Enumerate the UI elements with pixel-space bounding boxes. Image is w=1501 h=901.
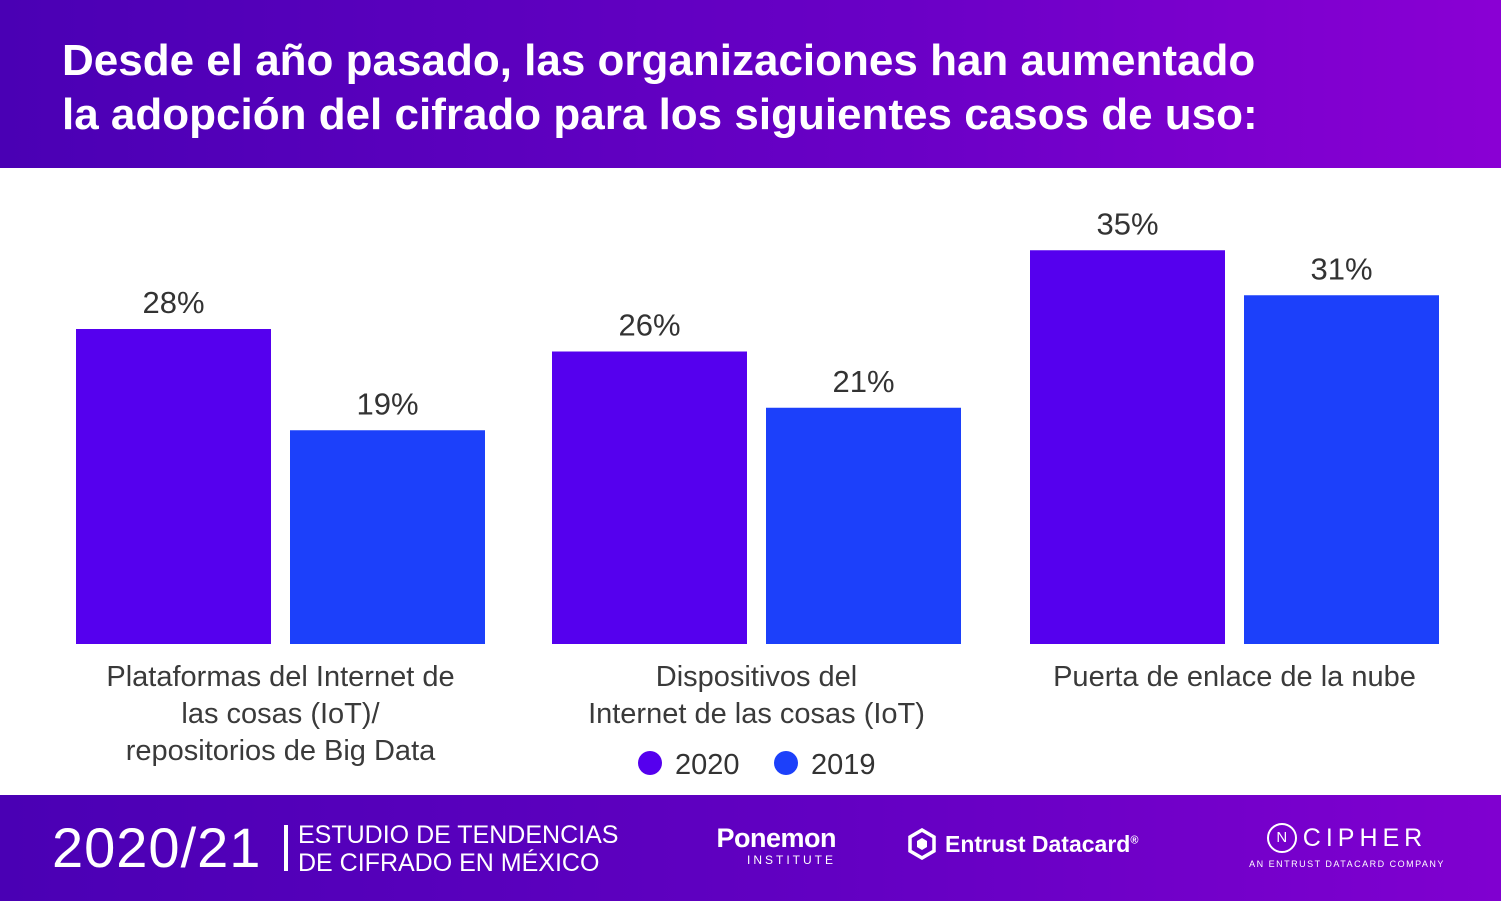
study-name-line-1: ESTUDIO DE TENDENCIAS <box>298 821 619 849</box>
footer-divider <box>284 825 288 871</box>
chart-title: Desde el año pasado, las organizaciones … <box>62 34 1462 142</box>
value-label-2020-category-2: 26% <box>618 308 680 343</box>
legend-swatch-2020 <box>638 751 662 775</box>
category-label-3-line-1: Puerta de enlace de la nube <box>1053 661 1416 693</box>
value-label-2019-category-1: 19% <box>356 386 418 421</box>
entrust-datacard-name: Entrust Datacard® <box>945 830 1139 857</box>
ncipher-logo: N CIPHER AN ENTRUST DATACARD COMPANY <box>1232 823 1462 869</box>
entrust-datacard-logo: Entrust Datacard® <box>907 828 1138 860</box>
bar-2020-category-3 <box>1030 250 1225 644</box>
footer-banner: 2020/21 ESTUDIO DE TENDENCIAS DE CIFRADO… <box>0 795 1501 901</box>
ncipher-n-circle-icon: N <box>1266 823 1297 853</box>
category-label-1-line-2: las cosas (IoT)/ <box>181 698 380 730</box>
value-label-2019-category-3: 31% <box>1310 251 1372 286</box>
title-line-2: la adopción del cifrado para los siguien… <box>62 90 1258 139</box>
category-label-1-line-3: repositorios de Big Data <box>126 735 436 767</box>
bar-2019-category-3 <box>1244 295 1439 644</box>
ncipher-logo-name: CIPHER <box>1302 823 1428 852</box>
entrust-hexagon-icon <box>908 828 936 860</box>
ncipher-logo-sub: AN ENTRUST DATACARD COMPANY <box>1249 859 1445 869</box>
legend-label-2020: 2020 <box>675 749 740 781</box>
bar-2020-category-1 <box>76 329 271 644</box>
bar-2020-category-2 <box>552 351 747 644</box>
ponemon-logo: Ponemon INSTITUTE <box>702 823 836 867</box>
legend-label-2019: 2019 <box>811 749 876 781</box>
ponemon-logo-name: Ponemon <box>716 823 836 853</box>
value-label-2020-category-3: 35% <box>1096 206 1158 241</box>
category-label-1-line-1: Plataformas del Internet de <box>106 661 454 693</box>
bar-2019-category-1 <box>290 430 485 644</box>
category-label-2-line-2: Internet de las cosas (IoT) <box>588 698 925 730</box>
registered-mark: ® <box>1130 833 1139 846</box>
study-year: 2020/21 <box>52 816 262 879</box>
legend-swatch-2019 <box>774 751 798 775</box>
title-line-1: Desde el año pasado, las organizaciones … <box>62 36 1256 85</box>
study-name-line-2: DE CIFRADO EN MÉXICO <box>298 849 600 877</box>
value-label-2019-category-2: 21% <box>832 364 894 399</box>
category-label-2-line-1: Dispositivos del <box>656 661 857 693</box>
header-banner: Desde el año pasado, las organizaciones … <box>0 0 1501 168</box>
study-name: ESTUDIO DE TENDENCIAS DE CIFRADO EN MÉXI… <box>298 821 618 877</box>
value-label-2020-category-1: 28% <box>142 285 204 320</box>
bar-2019-category-2 <box>766 407 961 644</box>
bar-chart: 28% 19% Plataformas del Internet de las cos… <box>76 206 1439 781</box>
ponemon-logo-sub: INSTITUTE <box>747 853 836 867</box>
